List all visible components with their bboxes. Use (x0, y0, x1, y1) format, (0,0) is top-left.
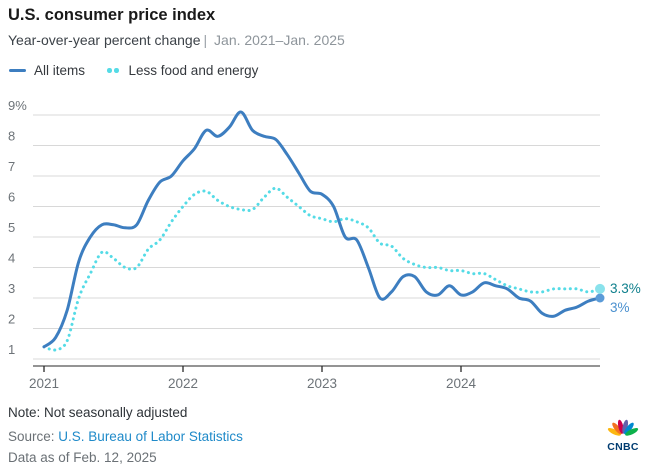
x-axis-label: 2021 (29, 376, 59, 391)
core-cpi-line (42, 186, 602, 352)
core-dots-swatch (107, 68, 119, 73)
cnbc-logo: CNBC (601, 415, 645, 453)
cnbc-logo-text: CNBC (607, 441, 639, 453)
y-tick-label: 9% (8, 98, 27, 113)
subtitle-main: Year-over-year percent change (8, 32, 201, 48)
y-tick-label: 5 (8, 220, 15, 235)
legend-item-all-items: All items (9, 63, 85, 78)
x-axis-label: 2022 (168, 376, 198, 391)
gridlines (33, 114, 600, 360)
chart-footer: Note: Not seasonally adjusted Source: U.… (8, 402, 243, 468)
subtitle-date-range: Jan. 2021–Jan. 2025 (214, 32, 345, 48)
peacock-feather (625, 428, 639, 436)
legend-label-all-items: All items (34, 63, 86, 78)
y-tick-label: 4 (8, 251, 15, 266)
x-axis-label: 2024 (446, 376, 477, 391)
note-text: Note: Not seasonally adjusted (8, 405, 188, 420)
core-end-label: 3.3% (610, 281, 641, 296)
peacock-feather (624, 422, 634, 435)
y-tick-label: 6 (8, 190, 15, 205)
data-as-of: Data as of Feb. 12, 2025 (8, 450, 157, 465)
y-tick-label: 8 (8, 129, 15, 144)
source-prefix: Source: (8, 429, 55, 444)
x-axis-ticks-and-labels: 2021 2022 2023 2024 (29, 366, 477, 391)
page-title: U.S. consumer price index (8, 6, 216, 24)
source-link[interactable]: U.S. Bureau of Labor Statistics (58, 429, 243, 444)
core-end-dot (595, 283, 605, 294)
peacock-feather (612, 422, 622, 435)
x-axis-label: 2023 (307, 376, 337, 391)
peacock-icon (607, 419, 639, 436)
legend-item-less-food-energy: Less food and energy (107, 63, 258, 78)
chart-legend: All items Less food and energy (9, 63, 258, 78)
all-items-end-label: 3% (610, 300, 630, 315)
y-axis-labels: 1 2 3 4 5 6 7 8 9% (8, 98, 27, 357)
all-items-line-swatch (9, 68, 26, 73)
y-tick-label: 7 (8, 159, 15, 174)
subtitle-separator: | (203, 32, 208, 48)
chart-subtitle: Year-over-year percent change | Jan. 2021… (8, 32, 345, 48)
legend-label-less-food-energy: Less food and energy (128, 63, 259, 78)
y-tick-label: 2 (8, 312, 15, 327)
all-items-line (42, 110, 602, 349)
y-tick-label: 3 (8, 281, 15, 296)
source-line: Source: U.S. Bureau of Labor Statistics (8, 426, 243, 447)
all-items-end-dot (595, 293, 605, 303)
peacock-feather (607, 428, 621, 436)
y-tick-label: 1 (8, 342, 15, 357)
